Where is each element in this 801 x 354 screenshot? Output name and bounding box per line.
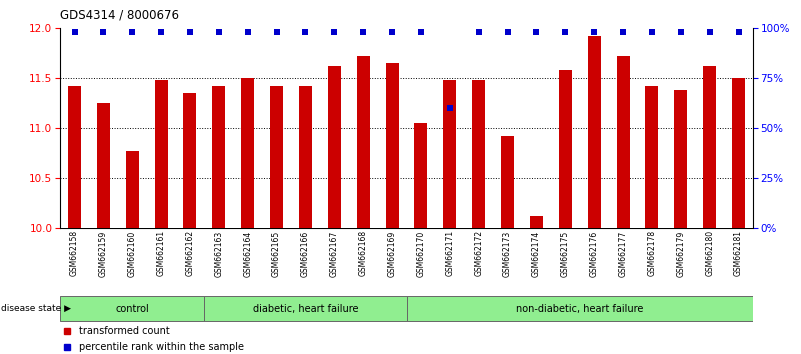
Point [530, 29, 543, 35]
Text: percentile rank within the sample: percentile rank within the sample [78, 342, 244, 352]
Text: GSM662170: GSM662170 [417, 230, 425, 276]
Bar [299, 86, 312, 228]
Point [415, 29, 428, 35]
Bar [559, 70, 572, 228]
Text: GDS4314 / 8000676: GDS4314 / 8000676 [60, 9, 179, 22]
Text: GSM662172: GSM662172 [474, 230, 483, 276]
Text: GSM662158: GSM662158 [70, 230, 79, 276]
Point [68, 29, 81, 35]
Bar [97, 103, 110, 228]
Point [703, 29, 716, 35]
Text: GSM662159: GSM662159 [99, 230, 108, 276]
Point [241, 29, 254, 35]
Text: non-diabetic, heart failure: non-diabetic, heart failure [516, 304, 643, 314]
Point [299, 29, 312, 35]
Point [97, 29, 110, 35]
Bar [328, 66, 341, 228]
Bar [617, 56, 630, 228]
Point [270, 29, 283, 35]
Text: disease state ▶: disease state ▶ [1, 304, 70, 313]
Text: GSM662162: GSM662162 [186, 230, 195, 276]
Point [155, 29, 167, 35]
Text: GSM662169: GSM662169 [388, 230, 396, 276]
Text: control: control [115, 304, 149, 314]
Text: GSM662179: GSM662179 [676, 230, 686, 276]
Point [212, 29, 225, 35]
Point [385, 29, 398, 35]
Bar [703, 66, 716, 228]
Text: GSM662177: GSM662177 [618, 230, 627, 276]
Point [473, 29, 485, 35]
FancyBboxPatch shape [60, 296, 204, 321]
Text: GSM662178: GSM662178 [647, 230, 656, 276]
Text: GSM662180: GSM662180 [705, 230, 714, 276]
Bar [270, 86, 283, 228]
Text: GSM662163: GSM662163 [215, 230, 223, 276]
FancyBboxPatch shape [406, 296, 753, 321]
FancyBboxPatch shape [204, 296, 406, 321]
Text: GSM662171: GSM662171 [445, 230, 454, 276]
Bar [530, 216, 543, 228]
Bar [443, 80, 457, 228]
Point [617, 29, 630, 35]
Text: GSM662160: GSM662160 [127, 230, 137, 276]
Point [126, 29, 139, 35]
Text: GSM662181: GSM662181 [734, 230, 743, 276]
Point [444, 105, 457, 111]
Bar [356, 56, 370, 228]
Text: GSM662174: GSM662174 [532, 230, 541, 276]
Bar [68, 86, 81, 228]
Point [674, 29, 687, 35]
Text: diabetic, heart failure: diabetic, heart failure [252, 304, 358, 314]
Point [559, 29, 572, 35]
Text: GSM662165: GSM662165 [272, 230, 281, 276]
Point [328, 29, 340, 35]
Bar [501, 136, 514, 228]
Bar [126, 151, 139, 228]
Text: GSM662175: GSM662175 [561, 230, 570, 276]
Bar [472, 80, 485, 228]
Bar [732, 78, 745, 228]
Text: GSM662176: GSM662176 [590, 230, 598, 276]
Text: GSM662161: GSM662161 [157, 230, 166, 276]
Text: GSM662166: GSM662166 [301, 230, 310, 276]
Bar [588, 36, 601, 228]
Point [588, 29, 601, 35]
Text: GSM662168: GSM662168 [359, 230, 368, 276]
Bar [155, 80, 167, 228]
Point [183, 29, 196, 35]
Point [356, 29, 369, 35]
Bar [674, 90, 687, 228]
Point [732, 29, 745, 35]
Text: GSM662164: GSM662164 [244, 230, 252, 276]
Bar [414, 123, 428, 228]
Bar [241, 78, 254, 228]
Point [646, 29, 658, 35]
Text: GSM662173: GSM662173 [503, 230, 512, 276]
Bar [183, 93, 196, 228]
Bar [646, 86, 658, 228]
Bar [212, 86, 225, 228]
Text: GSM662167: GSM662167 [330, 230, 339, 276]
Text: transformed count: transformed count [78, 326, 170, 336]
Point [501, 29, 514, 35]
Bar [385, 63, 399, 228]
